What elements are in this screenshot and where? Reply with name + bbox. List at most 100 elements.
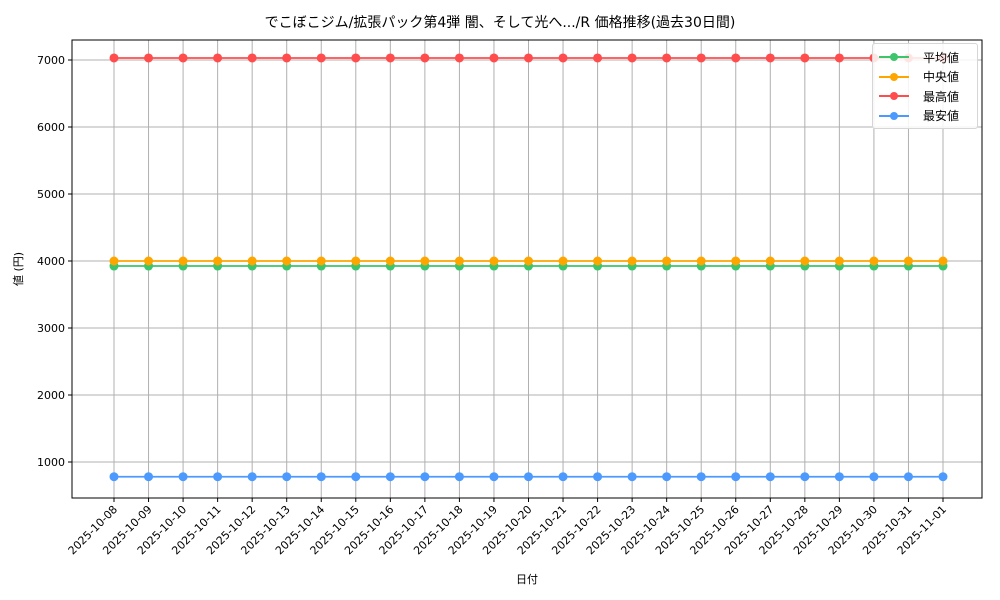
data-point: [731, 256, 741, 266]
data-point: [696, 472, 706, 482]
data-point: [420, 256, 430, 266]
data-point: [213, 472, 223, 482]
legend-marker-icon: [879, 68, 909, 86]
data-point: [938, 256, 948, 266]
data-point: [731, 53, 741, 63]
data-point: [524, 472, 533, 482]
y-tick-label: 5000: [37, 188, 65, 201]
legend: 平均値 中央値 最高値 最安値: [872, 43, 978, 129]
data-point: [178, 472, 188, 482]
data-point: [593, 256, 603, 266]
data-point: [662, 472, 672, 482]
data-point: [282, 256, 292, 266]
data-point: [109, 53, 119, 63]
data-point: [524, 53, 533, 63]
y-tick-label: 2000: [37, 389, 65, 402]
x-axis-label: 日付: [516, 573, 538, 586]
data-point: [593, 472, 603, 482]
legend-item: 最安値: [879, 107, 959, 125]
data-point: [800, 472, 810, 482]
series-line: [109, 256, 948, 266]
data-point: [351, 53, 361, 63]
data-point: [765, 53, 775, 63]
legend-marker-icon: [879, 87, 909, 105]
legend-marker-icon: [879, 48, 909, 66]
data-point: [627, 53, 637, 63]
data-point: [489, 256, 499, 266]
data-point: [144, 53, 154, 63]
legend-label: 最高値: [923, 89, 960, 104]
data-point: [109, 256, 119, 266]
data-point: [558, 53, 568, 63]
data-point: [800, 53, 810, 63]
data-point: [834, 256, 844, 266]
data-point: [178, 53, 188, 63]
y-tick-label: 7000: [37, 54, 65, 67]
y-axis-label: 値 (円): [12, 252, 25, 286]
data-point: [869, 256, 879, 266]
data-point: [420, 472, 430, 482]
legend-label: 中央値: [923, 70, 960, 84]
data-point: [627, 472, 637, 482]
series-line: [109, 53, 948, 63]
data-point: [765, 472, 775, 482]
data-point: [489, 53, 499, 63]
data-point: [420, 53, 430, 63]
data-point: [316, 256, 326, 266]
data-point: [696, 53, 706, 63]
data-point: [282, 472, 292, 482]
data-point: [282, 53, 292, 63]
data-point: [385, 472, 395, 482]
data-point: [558, 256, 568, 266]
y-tick-label: 4000: [37, 255, 65, 268]
data-point: [558, 472, 568, 482]
data-point: [834, 472, 844, 482]
data-point: [144, 256, 154, 266]
data-point: [903, 256, 913, 266]
data-point: [213, 53, 223, 63]
data-point: [247, 53, 257, 63]
data-point: [834, 53, 844, 63]
data-point: [316, 472, 326, 482]
y-tick-label: 1000: [37, 456, 65, 469]
data-point: [662, 256, 672, 266]
data-point: [869, 472, 879, 482]
data-point: [109, 472, 119, 482]
data-point: [385, 53, 395, 63]
data-point: [454, 472, 464, 482]
data-point: [696, 256, 706, 266]
legend-marker-icon: [879, 107, 909, 125]
data-point: [178, 256, 188, 266]
legend-item: 最高値: [879, 87, 959, 105]
legend-item: 平均値: [879, 48, 959, 66]
y-tick-label: 6000: [37, 121, 65, 134]
data-point: [316, 53, 326, 63]
data-point: [144, 472, 154, 482]
data-point: [903, 472, 913, 482]
legend-label: 平均値: [923, 50, 960, 65]
data-point: [662, 53, 672, 63]
legend-item: 中央値: [879, 68, 959, 86]
data-point: [593, 53, 603, 63]
data-point: [800, 256, 810, 266]
data-point: [351, 256, 361, 266]
chart-title: でこぼこジム/拡張パック第4弾 闇、そして光へ.../R 価格推移(過去30日間…: [264, 15, 736, 31]
plot-frame: [71, 39, 983, 499]
data-point: [454, 256, 464, 266]
y-tick-label: 3000: [37, 322, 65, 335]
data-point: [765, 256, 775, 266]
data-point: [351, 472, 361, 482]
data-point: [247, 472, 257, 482]
data-point: [731, 472, 741, 482]
data-point: [489, 472, 499, 482]
data-point: [524, 256, 533, 266]
series-line: [109, 472, 948, 482]
data-point: [385, 256, 395, 266]
data-point: [454, 53, 464, 63]
data-point: [938, 472, 948, 482]
data-point: [247, 256, 257, 266]
legend-label: 最安値: [923, 109, 960, 123]
data-point: [213, 256, 223, 266]
data-point: [627, 256, 637, 266]
